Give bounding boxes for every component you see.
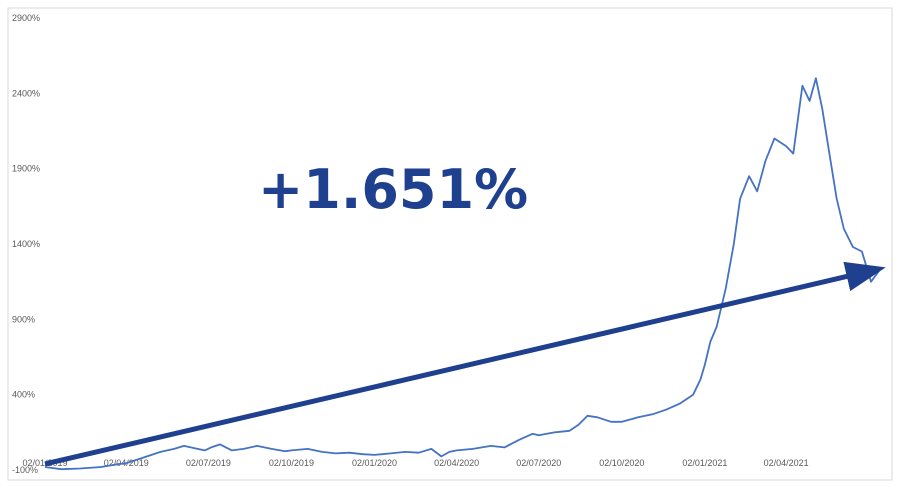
x-tick-label: 02/04/2020 [434, 458, 479, 468]
x-tick-label: 02/07/2020 [516, 458, 561, 468]
growth-annotation: +1.651% [258, 158, 528, 221]
y-tick-label: 1400% [12, 239, 40, 249]
y-tick-label: -100% [12, 465, 38, 475]
plot-border [7, 7, 893, 481]
trend-arrow [44, 261, 886, 467]
y-tick-label: 2400% [12, 88, 40, 98]
x-tick-label: 02/10/2019 [269, 458, 314, 468]
y-tick-label: 2900% [12, 13, 40, 23]
x-tick-label: 02/07/2019 [186, 458, 231, 468]
y-tick-label: 900% [12, 314, 35, 324]
x-tick-label: 02/10/2020 [599, 458, 644, 468]
y-axis-ticks: -100% 400% 900% 1400% 1900% 2400% 2900% [12, 13, 40, 475]
x-tick-label: 02/04/2021 [764, 458, 809, 468]
y-tick-label: 1900% [12, 164, 40, 174]
y-tick-label: 400% [12, 390, 35, 400]
x-tick-label: 02/01/2021 [682, 458, 727, 468]
x-tick-label: 02/01/2020 [352, 458, 397, 468]
series-line [44, 77, 881, 471]
